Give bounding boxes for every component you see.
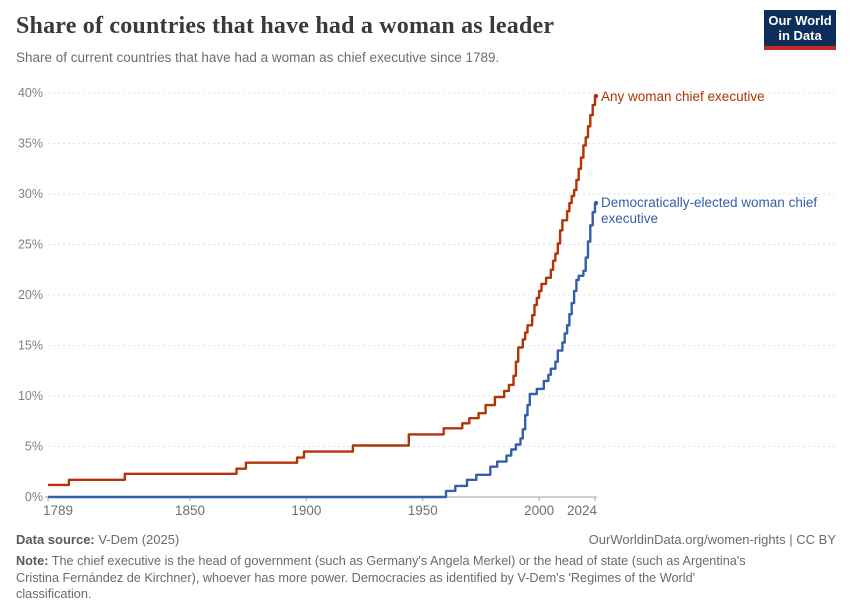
owid-logo-text: Our World in Data: [768, 13, 832, 43]
y-axis-label: 15%: [18, 339, 43, 353]
y-axis-label: 35%: [18, 137, 43, 151]
y-axis-label: 30%: [18, 187, 43, 201]
y-axis-label: 40%: [18, 86, 43, 100]
x-axis-label: 2000: [524, 503, 554, 518]
data-source: Data source: V-Dem (2025): [16, 532, 179, 547]
chart-header: Share of countries that have had a woman…: [16, 12, 740, 66]
y-axis-label: 0%: [25, 490, 43, 504]
x-axis-label: 1789: [43, 503, 73, 518]
data-source-label: Data source:: [16, 532, 95, 547]
series-label-democratically-elected: Democratically-elected woman chief execu…: [601, 195, 818, 226]
x-axis-label: 1850: [175, 503, 205, 518]
owid-logo: Our World in Data: [764, 10, 836, 50]
y-axis-label: 25%: [18, 238, 43, 252]
series-line: [48, 94, 597, 487]
footnote-label: Note:: [16, 554, 49, 568]
citation: OurWorldinData.org/women-rights | CC BY: [588, 532, 836, 547]
chart-footer: Data source: V-Dem (2025) OurWorldinData…: [16, 532, 836, 603]
chart-subtitle: Share of current countries that have had…: [16, 50, 500, 65]
footnote: Note: The chief executive is the head of…: [16, 553, 761, 603]
data-source-value: V-Dem (2025): [94, 532, 180, 547]
y-axis-label: 5%: [25, 440, 43, 454]
series-line: [48, 201, 597, 499]
y-axis-label: 10%: [18, 389, 43, 403]
series-endpoint: [593, 93, 599, 99]
series-label-any-woman-chief-executive: Any woman chief executive: [601, 89, 765, 104]
footnote-value: The chief executive is the head of gover…: [16, 554, 746, 601]
chart-title: Share of countries that have had a woman…: [16, 13, 555, 39]
y-axis-label: 20%: [18, 288, 43, 302]
series-endpoint: [593, 200, 599, 206]
x-axis-label: 1950: [408, 503, 438, 518]
x-axis-label: 2024: [567, 503, 598, 518]
x-axis-label: 1900: [291, 503, 321, 518]
